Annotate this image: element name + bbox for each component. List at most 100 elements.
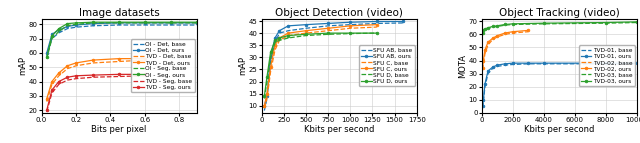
OI - Det, base <box>193 24 200 26</box>
SFU AB, ours <box>324 23 332 24</box>
Line: TVD-01, base: TVD-01, base <box>483 64 637 108</box>
SFU D, base <box>267 56 275 58</box>
SFU AB, ours <box>260 105 268 107</box>
Line: SFU AB, ours: SFU AB, ours <box>263 20 405 107</box>
SFU D, base <box>284 37 292 39</box>
TVD-01, base <box>633 63 640 65</box>
Legend: OI - Det, base, OI - Det, ours, TVD - Det, base, TVD - Det, ours, OI - Seg, base: OI - Det, base, OI - Det, ours, TVD - De… <box>131 39 195 92</box>
TVD-01, base <box>509 64 516 65</box>
OI - Seg, base <box>48 38 56 39</box>
SFU C, ours <box>373 24 381 25</box>
SFU AB, ours <box>271 37 279 39</box>
TVD - Det, base <box>72 65 80 67</box>
TVD - Det, base <box>63 68 71 69</box>
TVD-02, base <box>479 69 486 71</box>
TVD - Det, ours <box>48 81 56 82</box>
OI - Seg, ours <box>115 21 123 23</box>
SFU AB, ours <box>263 95 271 97</box>
Line: OI - Seg, ours: OI - Seg, ours <box>45 21 198 59</box>
Line: TVD-01, ours: TVD-01, ours <box>481 62 638 108</box>
OI - Seg, base <box>90 22 97 24</box>
TVD - Seg, ours <box>63 76 71 78</box>
SFU C, base <box>267 71 275 73</box>
TVD-03, base <box>481 30 489 31</box>
TVD-01, base <box>493 66 501 67</box>
Line: TVD-02, ours: TVD-02, ours <box>481 29 530 70</box>
TVD-01, base <box>524 63 532 65</box>
TVD-01, base <box>484 73 492 75</box>
SFU C, base <box>271 49 279 51</box>
TVD-03, ours <box>501 24 509 25</box>
TVD-01, base <box>540 63 548 65</box>
TVD - Seg, ours <box>115 74 123 75</box>
Line: OI - Det, ours: OI - Det, ours <box>45 21 198 54</box>
TVD-01, ours <box>489 66 497 68</box>
SFU D, ours <box>302 33 310 35</box>
SFU AB, base <box>324 25 332 27</box>
TVD - Det, ours <box>55 72 63 74</box>
Line: TVD - Seg, ours: TVD - Seg, ours <box>45 73 147 112</box>
TVD-01, base <box>479 107 486 109</box>
TVD-02, ours <box>489 37 497 39</box>
TVD-01, ours <box>602 62 610 64</box>
SFU D, base <box>302 35 310 36</box>
TVD - Det, ours <box>115 58 123 59</box>
TVD - Det, base <box>55 75 63 77</box>
TVD-02, ours <box>509 31 516 33</box>
TVD-03, base <box>479 31 487 33</box>
X-axis label: Kbits per second: Kbits per second <box>524 125 595 134</box>
SFU D, base <box>346 33 354 34</box>
TVD - Seg, ours <box>141 74 148 75</box>
OI - Seg, base <box>167 22 175 24</box>
SFU D, ours <box>267 52 275 53</box>
Line: OI - Det, base: OI - Det, base <box>47 25 196 56</box>
TVD - Det, ours <box>141 58 148 59</box>
TVD-01, ours <box>501 63 509 65</box>
TVD-02, ours <box>481 49 489 51</box>
OI - Det, ours <box>63 26 71 27</box>
TVD-02, base <box>489 39 497 40</box>
OI - Seg, ours <box>48 35 56 37</box>
TVD - Seg, base <box>72 78 80 80</box>
TVD-02, base <box>481 53 489 55</box>
OI - Seg, ours <box>63 23 71 24</box>
TVD-03, base <box>493 26 501 27</box>
SFU D, base <box>373 32 381 34</box>
TVD-03, base <box>509 24 516 25</box>
OI - Seg, base <box>63 25 71 27</box>
SFU D, base <box>276 39 284 41</box>
TVD - Seg, ours <box>90 74 97 76</box>
TVD-01, base <box>602 63 610 65</box>
OI - Seg, base <box>115 22 123 24</box>
TVD - Det, base <box>48 84 56 85</box>
Line: SFU C, base: SFU C, base <box>264 27 377 108</box>
SFU C, base <box>373 26 381 28</box>
SFU C, ours <box>284 32 292 34</box>
OI - Seg, base <box>141 22 148 24</box>
TVD-03, ours <box>489 26 497 27</box>
TVD-02, base <box>524 31 532 33</box>
Line: TVD - Det, base: TVD - Det, base <box>47 60 145 102</box>
SFU D, base <box>263 81 271 82</box>
SFU AB, base <box>260 110 268 111</box>
SFU D, base <box>324 33 332 35</box>
TVD-03, base <box>540 23 548 25</box>
SFU C, base <box>263 98 271 99</box>
TVD-01, ours <box>509 62 516 64</box>
Y-axis label: mAP: mAP <box>238 56 247 75</box>
SFU D, ours <box>276 37 284 39</box>
SFU C, base <box>324 30 332 32</box>
OI - Seg, base <box>43 58 51 59</box>
Line: TVD-03, ours: TVD-03, ours <box>481 20 638 34</box>
TVD-02, base <box>493 36 501 38</box>
TVD - Det, base <box>90 62 97 64</box>
SFU C, base <box>276 39 284 41</box>
TVD-02, base <box>501 33 509 35</box>
SFU C, ours <box>267 66 275 68</box>
TVD-01, base <box>501 64 509 66</box>
TVD - Det, ours <box>63 65 71 67</box>
Title: Object Detection (video): Object Detection (video) <box>275 8 403 18</box>
TVD-01, ours <box>633 62 640 64</box>
SFU D, ours <box>271 39 279 41</box>
SFU AB, base <box>373 23 381 24</box>
